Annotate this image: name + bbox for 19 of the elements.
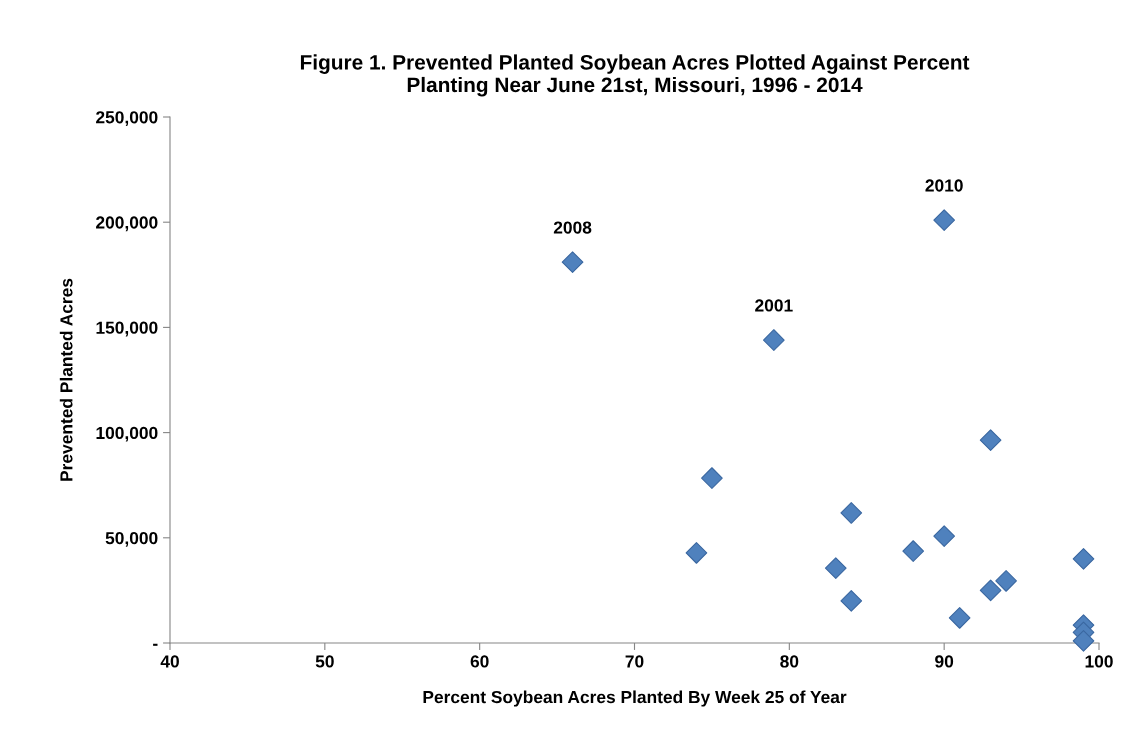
- y-axis-title: Prevented Planted Acres: [59, 278, 73, 481]
- annotation: 2010: [925, 179, 963, 192]
- x-tick-label: 60: [470, 655, 489, 668]
- y-tick-label: 150,000: [96, 321, 158, 337]
- y-tick-label: -: [153, 643, 158, 646]
- x-tick-label: 90: [935, 655, 954, 668]
- x-tick-label: 100: [1085, 655, 1113, 668]
- chart-title: Figure 1. Prevented Planted Soybean Acres Plotted Against Percent Planting Near June 21st, Missouri, 1996 - 2014: [300, 54, 970, 97]
- x-tick-label: 70: [625, 655, 644, 668]
- annotation: 2001: [755, 299, 793, 312]
- x-axis-title: Percent Soybean Acres Planted By Week 25 of Year: [423, 690, 847, 707]
- y-tick-label: 100,000: [96, 426, 158, 442]
- annotation: 2008: [553, 221, 592, 234]
- y-tick-label: 50,000: [105, 531, 158, 547]
- y-tick-label: 250,000: [96, 111, 158, 126]
- x-tick-label: 40: [160, 655, 179, 668]
- x-tick-label: 80: [780, 655, 799, 668]
- y-tick-label: 200,000: [96, 216, 158, 232]
- x-tick-label: 50: [315, 655, 334, 668]
